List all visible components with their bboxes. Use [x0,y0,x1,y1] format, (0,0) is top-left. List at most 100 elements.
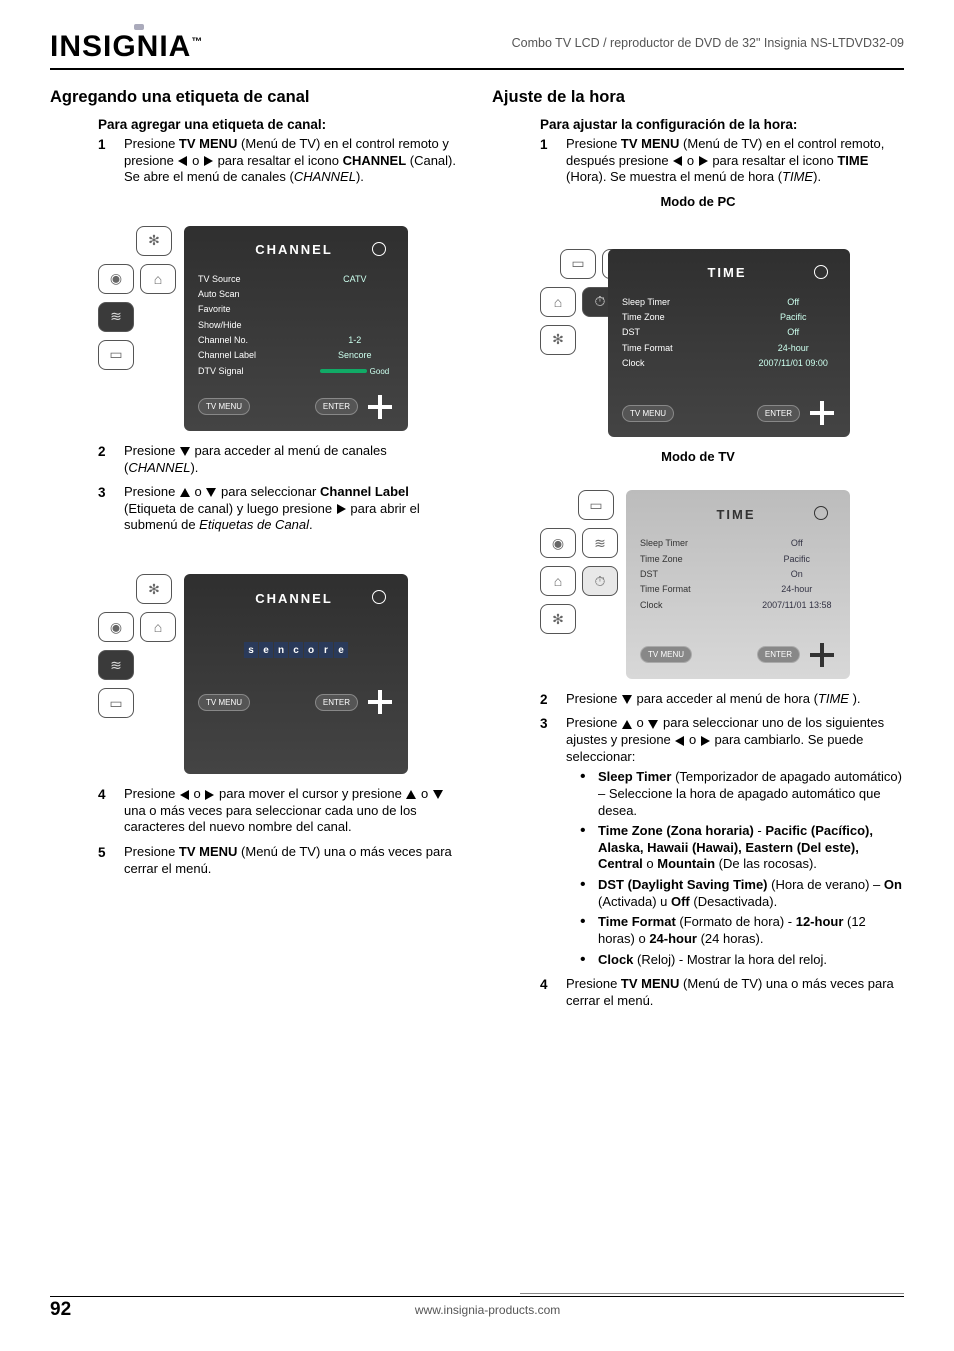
product-line: Combo TV LCD / reproductor de DVD de 32"… [512,36,904,50]
t: (Reloj) - Mostrar la hora del reloj. [633,952,827,967]
t: Presione [566,136,621,151]
t: Channel Label [320,484,409,499]
osd-panel: CHANNEL TV SourceCATVAuto ScanFavoriteSh… [184,226,408,431]
enter-button[interactable]: ENTER [757,646,800,663]
bullet-format: Time Format (Formato de hora) - 12-hour … [580,914,904,947]
t: Time Format [598,914,676,929]
options-list: Sleep Timer (Temporizador de apagado aut… [566,769,904,968]
tv-menu-button[interactable]: TV MENU [198,694,250,711]
osd-row: Channel No.1-2 [198,333,394,348]
page-header: INSIGNIA™ Combo TV LCD / reproductor de … [50,30,904,70]
content-columns: Agregando una etiqueta de canal Para agr… [50,88,904,1017]
mode-pc-label: Modo de PC [492,194,904,209]
side-icon: ◉ [540,528,576,558]
brand-text: INSIGNIA™ [50,30,203,64]
up-arrow-icon [406,790,416,799]
osd-panel: TIME Sleep TimerOffTime ZonePacificDSTOf… [608,249,850,437]
t: Presione [124,786,179,801]
side-icon: ✻ [540,325,576,355]
right-steps-cont: 2 Presione para acceder al menú de hora … [540,691,904,1010]
t: TV MENU [621,976,680,991]
t: ). [813,169,821,184]
t: Presione [566,976,621,991]
down-arrow-icon [648,720,658,729]
dpad-icon [808,641,836,669]
right-step-2: 2 Presione para acceder al menú de hora … [540,691,904,708]
side-icon: ⌂ [540,287,576,317]
page-number: 92 [50,1299,71,1321]
t: (Activada) u [598,894,671,909]
right-step-1: 1 Presione TV MENU (Menú de TV) en el co… [540,136,904,186]
right-column: Ajuste de la hora Para ajustar la config… [492,88,904,1017]
brightness-icon [808,259,836,287]
osd-row: Time Format24-hour [622,341,836,356]
tv-menu-button[interactable]: TV MENU [640,646,692,663]
left-steps-final: 4 Presione o para mover el cursor y pres… [98,786,462,877]
brand-name: INSIGNIA [50,30,191,63]
side-icon: ⌂ [540,566,576,596]
t: (Desactivada). [690,894,777,909]
side-icon: ⌂ [140,264,176,294]
t: ). [190,460,198,475]
left-steps: 1 Presione TV MENU (Menú de TV) en el co… [98,136,462,186]
side-icon: ⌂ [140,612,176,642]
tv-menu-button[interactable]: TV MENU [622,405,674,422]
t: Etiquetas de Canal [199,517,309,532]
brand-logo: INSIGNIA™ [50,30,203,64]
enter-button[interactable]: ENTER [315,398,358,415]
right-sub-title: Para ajustar la configuración de la hora… [540,117,904,132]
char-box: r [319,642,333,658]
t: - [754,823,766,838]
t: Clock [598,952,633,967]
char-box: o [304,642,318,658]
t: ). [356,169,364,184]
t: o [685,732,699,747]
t: (24 horas). [697,931,763,946]
right-arrow-icon [699,156,708,166]
osd-channel-label: ✻ ◉ ⌂ ≋ ▭ CHANNEL sencore TV MENU [98,574,408,774]
t: Presione [566,715,621,730]
osd-row: Clock2007/11/01 13:58 [640,598,836,613]
t: TIME [818,691,853,706]
t: Sleep Timer [598,769,671,784]
bullet-timezone: Time Zone (Zona horaria) - Pacific (Pací… [580,823,904,873]
tv-menu-button[interactable]: TV MENU [198,398,250,415]
char-box: e [259,642,273,658]
brightness-icon [366,584,394,612]
osd-row: DSTOff [622,325,836,340]
t: para resaltar el icono [214,153,343,168]
side-icon: ▭ [98,688,134,718]
left-arrow-icon [180,790,189,800]
osd-side-icons: ✻ ◉ ⌂ ≋ ▭ [98,574,176,718]
t: TV MENU [179,136,238,151]
dpad-icon [808,399,836,427]
t: (De las rocosas). [715,856,817,871]
brightness-icon [366,236,394,264]
t: TV MENU [621,136,680,151]
bullet-dst: DST (Daylight Saving Time) (Hora de vera… [580,877,904,910]
right-arrow-icon [701,736,710,746]
label-char-row: sencore [198,642,394,658]
t: (Formato de hora) - [676,914,796,929]
t: (Etiqueta de canal) y luego presione [124,501,336,516]
left-steps-cont: 2 Presione para acceder al menú de canal… [98,443,462,534]
t: Presione [124,136,179,151]
t: DST (Daylight Saving Time) [598,877,768,892]
up-arrow-icon [180,488,190,497]
side-icon: ▭ [578,490,614,520]
t: o [633,715,647,730]
t: CHANNEL [128,460,190,475]
osd-row: Time Format24-hour [640,582,836,597]
osd-title: TIME [646,265,808,280]
side-icon: ▭ [560,249,596,279]
t: para seleccionar [217,484,320,499]
osd-time-tv: ▭ ◉ ≋ ⌂ ⏱ ✻ TIME Sleep TimerOffTime Zone… [540,490,850,678]
t: para acceder al menú de hora ( [633,691,818,706]
char-box: e [334,642,348,658]
osd-time-pc: ▭ ≋ ⌂ ⏱ ✻ TIME Sleep TimerOffTime ZonePa… [540,249,850,437]
osd-panel-light: TIME Sleep TimerOffTime ZonePacificDSTOn… [626,490,850,678]
enter-button[interactable]: ENTER [315,694,358,711]
enter-button[interactable]: ENTER [757,405,800,422]
osd-row: Sleep TimerOff [640,536,836,551]
t: CHANNEL [343,153,407,168]
